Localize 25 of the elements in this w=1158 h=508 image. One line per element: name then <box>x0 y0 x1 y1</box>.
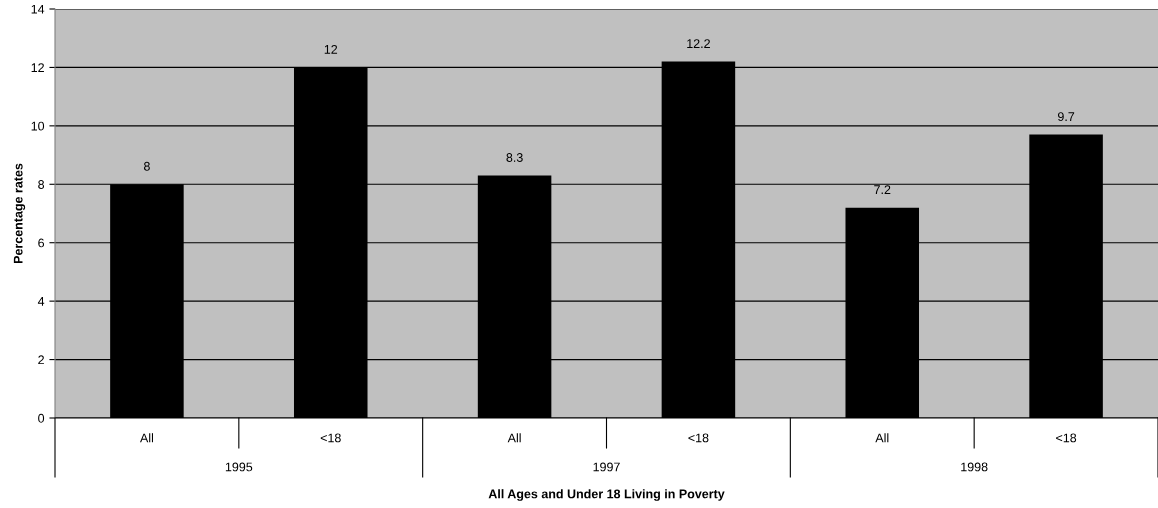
data-label: 7.2 <box>874 185 891 194</box>
x-axis-title: All Ages and Under 18 Living in Poverty <box>488 489 725 501</box>
x-tick-label: <18 <box>688 433 709 443</box>
x-tick-label: <18 <box>1056 433 1077 443</box>
text: 1995 <box>225 462 253 472</box>
text: 1997 <box>593 462 620 472</box>
x-tick-label: All <box>140 433 154 443</box>
x-tick-label: All <box>507 433 521 443</box>
y-tick-label: 0 <box>38 413 45 423</box>
data-label: 8 <box>143 161 150 171</box>
y-tick-label: 12 <box>31 63 44 72</box>
text: 1998 <box>961 462 988 472</box>
y-tick-label: 10 <box>31 121 45 131</box>
data-label: 12 <box>324 45 338 54</box>
y-tick-label: 14 <box>31 4 45 14</box>
x-tick-label: <18 <box>320 433 341 443</box>
y-tick-label: 8 <box>38 180 45 189</box>
data-label: 12.2 <box>687 39 710 48</box>
y-tick-label: 2 <box>38 355 44 365</box>
y-tick-label: 4 <box>37 297 45 306</box>
x-tick-label: All <box>875 433 889 443</box>
data-label: 8.3 <box>506 153 523 162</box>
y-tick-label: 6 <box>38 238 45 248</box>
y-axis-title: Percentage rates <box>13 163 26 264</box>
data-label: 9.7 <box>1057 112 1075 122</box>
